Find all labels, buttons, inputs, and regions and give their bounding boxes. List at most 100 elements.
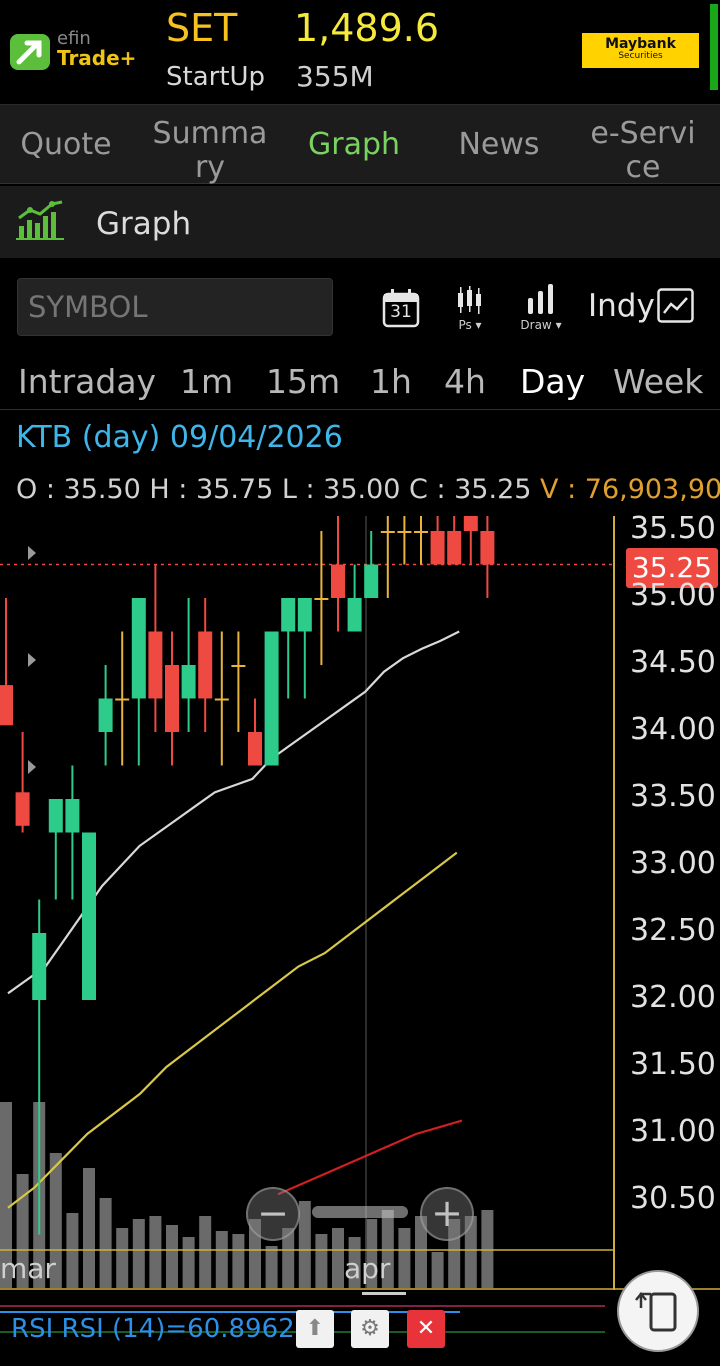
volume-bar [464,1216,477,1288]
tab-quote[interactable]: Quote [0,105,132,185]
rsi-up-button[interactable]: ⬆ [296,1310,334,1348]
candlestick-icon [458,286,481,314]
volume-bar [431,1252,444,1288]
volume-bar [116,1228,129,1288]
broker-sub: Securities [618,51,663,61]
rsi-settings-button[interactable]: ⚙ [351,1310,389,1348]
rotate-screen-button[interactable] [617,1270,699,1352]
rotate-phone-icon [635,1292,677,1332]
candle-body [115,698,130,701]
candle-body [214,698,229,701]
plus-icon: + [431,1191,463,1235]
candle-body [314,598,329,600]
graph-icon [16,200,66,240]
tab-e-service[interactable]: e-Service [580,105,706,185]
price-style-button[interactable]: Ps ▾ [452,286,488,334]
candle-body [364,564,379,598]
draw-button[interactable]: Draw ▾ [518,284,564,334]
chart-title: KTB (day) 09/04/2026 [16,420,343,455]
candle-body [0,685,13,726]
graph-title-bar: Graph [0,186,720,258]
month-label-mar: mar [0,1252,56,1285]
tab-label: Graph [307,127,401,162]
broker-name: Maybank [605,36,676,52]
volume-bar [215,1231,228,1288]
app-header: efin Trade+ SET 1,489.6 StartUp 355M May… [0,0,720,104]
zoom-out-button[interactable]: − [246,1187,300,1241]
logo-arrow-icon [10,34,50,70]
index-name: SET [166,6,238,50]
tab-summary[interactable]: Summary [146,105,274,185]
period-day[interactable]: Day [520,362,586,401]
candle-body [131,598,146,699]
candle-body [82,832,96,1000]
candle-body [231,665,246,667]
indicator-label[interactable]: Indy [588,288,655,324]
zoom-in-button[interactable]: + [420,1187,474,1241]
calendar-icon [382,289,420,328]
period-15m[interactable]: 15m [266,362,341,401]
volume-bar [315,1234,328,1288]
page-title: Graph [96,206,192,242]
rsi-label: RSI RSI (14)=60.8962 [11,1314,295,1344]
candle-body [331,564,345,598]
ps-label: Ps [458,318,472,332]
volume-bar [166,1225,178,1288]
tab-label: Summary [152,116,268,185]
volume-value: V : 76,903,900 [540,474,720,505]
volume-bar [265,1246,278,1288]
logo-text-efin: efin [57,28,91,49]
period-week[interactable]: Week [613,362,704,401]
volume-bar [83,1168,95,1288]
scroll-indicator [362,1292,406,1295]
period-1h[interactable]: 1h [370,362,412,401]
volume-bar [298,1201,311,1288]
price-chart[interactable] [0,516,720,1366]
period-1m[interactable]: 1m [180,362,234,401]
price-tick-label: 32.00 [630,980,716,1015]
candle-body [148,631,163,699]
candle-body [98,698,113,732]
sub-index-name: StartUp [166,62,266,92]
price-tick-label: 33.50 [630,779,716,814]
candle-body [32,933,47,1000]
tab-label: News [458,127,540,162]
candle-body [480,531,495,565]
candle-body [65,799,80,833]
ohlc-readout: O : 35.50 H : 35.75 L : 35.00 C : 35.25 … [16,474,720,505]
volume-bar [0,1102,12,1288]
price-tick-label: 30.50 [630,1181,716,1216]
close-icon: ✕ [416,1316,436,1341]
zoom-slider[interactable] [312,1206,408,1218]
indicator-button[interactable] [657,288,694,323]
candle-body [248,732,262,766]
tab-label: Quote [20,127,112,162]
efin-trade-logo: efin Trade+ [10,28,150,72]
candle-body [347,598,362,632]
candle-body [264,631,279,766]
volume-bar [398,1228,411,1288]
symbol-input[interactable] [17,278,333,336]
period-intraday[interactable]: Intraday [18,362,157,401]
price-tick-label: 34.00 [630,712,716,747]
index-value: 1,489.6 [294,6,440,50]
candle-body [463,516,478,531]
graph-toolbar: 31 Ps ▾ Draw ▾ Indy [0,258,720,352]
tab-news[interactable]: News [436,105,562,185]
maybank-logo: Maybank Securities [582,33,699,68]
price-tick-label: 34.50 [630,645,716,680]
candle-body [48,799,63,833]
volume-bar [199,1216,212,1288]
rsi-close-button[interactable]: ✕ [407,1310,445,1348]
calendar-button[interactable]: 31 [382,288,420,328]
period-4h[interactable]: 4h [444,362,486,401]
moving-average-line [277,1119,463,1196]
price-tick-label: 31.50 [630,1047,716,1082]
current-price-tag: 35.25 [626,548,718,588]
moving-average-line [7,851,458,1209]
tab-graph[interactable]: Graph [290,105,418,185]
volume-bar [149,1216,162,1288]
tab-label: e-Service [590,116,696,185]
candle-body [165,665,179,732]
candle-body [447,531,462,565]
